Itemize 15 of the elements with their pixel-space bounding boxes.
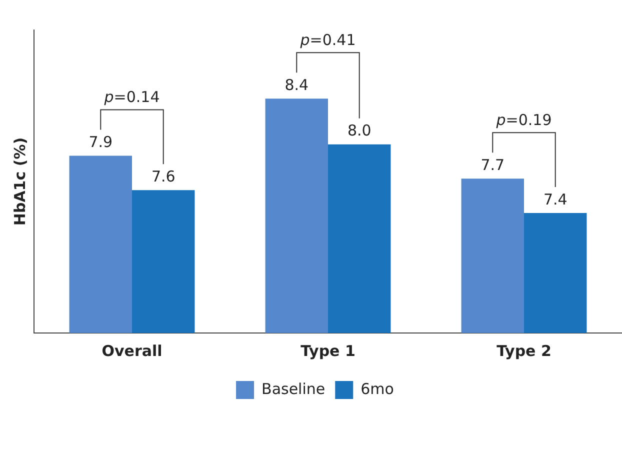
data-label: 7.4 (543, 190, 568, 208)
data-label: 7.9 (88, 133, 113, 152)
data-label: 7.6 (151, 167, 176, 186)
annotation: p=0.14 (103, 88, 160, 106)
annotation: p=0.19 (495, 111, 552, 130)
annotation: p=0.41 (299, 30, 356, 49)
x-tick-label: Overall (102, 342, 162, 360)
x-tick-label: Type 2 (496, 342, 552, 360)
x-tick-label: Type 1 (300, 342, 356, 360)
legend-label: 6mo (360, 380, 394, 398)
legend-label: Baseline (262, 380, 326, 398)
data-label: 8.0 (347, 122, 372, 140)
y-axis-title: HbA1c (%) (10, 137, 29, 226)
data-label: 7.7 (480, 156, 505, 174)
data-label: 8.4 (284, 76, 309, 94)
